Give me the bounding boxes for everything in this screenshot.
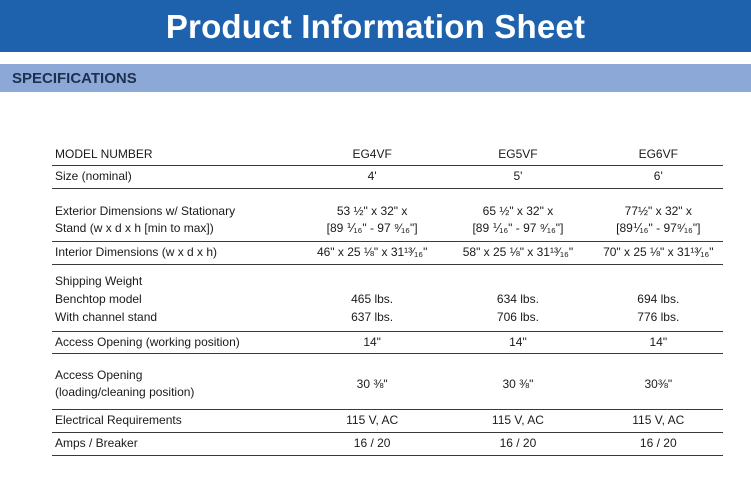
access-working-value: 14" (442, 331, 594, 354)
exterior-value-line1: 53 ½" x 32" x (336, 203, 408, 218)
model-eg5vf: EG5VF (442, 145, 594, 166)
amps-value: 16 / 20 (301, 432, 443, 456)
channel-value: 706 lbs. (442, 309, 594, 332)
access-loading-label-line2: (loading/cleaning position) (55, 385, 195, 399)
benchtop-value: 634 lbs. (496, 292, 539, 306)
electrical-value: 115 V, AC (593, 409, 723, 433)
exterior-value-line2: [89⅟₁₆" - 97⁹⁄₁₆"] (616, 220, 701, 235)
interior-label: Interior Dimensions (w x d x h) (52, 241, 302, 265)
interior-value: 58" x 25 ⅛" x 31¹³⁄₁₆" (442, 241, 594, 265)
specifications-table: MODEL NUMBER EG4VF EG5VF EG6VF Size (nom… (52, 145, 723, 456)
access-working-label: Access Opening (working position) (52, 331, 302, 354)
exterior-label-line2: Stand (w x d x h [min to max]) (55, 220, 214, 235)
channel-value: 776 lbs. (593, 309, 723, 332)
benchtop-value: 694 lbs. (637, 292, 680, 306)
amps-row: Amps / Breaker 16 / 20 16 / 20 16 / 20 (52, 432, 723, 456)
exterior-value-line1: 77½" x 32" x (624, 203, 692, 218)
page-title: Product Information Sheet (165, 8, 586, 45)
exterior-label: Exterior Dimensions w/ Stationary Stand … (52, 188, 302, 242)
size-value: 6' (593, 165, 723, 189)
exterior-row: Exterior Dimensions w/ Stationary Stand … (52, 188, 723, 242)
benchtop-value: 465 lbs. (351, 292, 394, 306)
model-row: MODEL NUMBER EG4VF EG5VF EG6VF (52, 145, 723, 166)
header-banner: Product Information Sheet (0, 0, 751, 52)
interior-value: 46" x 25 ⅛" x 31¹³⁄₁₆" (301, 241, 443, 265)
shipping-row: Shipping Weight (52, 264, 723, 290)
channel-row: With channel stand 637 lbs. 706 lbs. 776… (52, 309, 723, 332)
model-eg6vf: EG6VF (593, 145, 723, 166)
electrical-label: Electrical Requirements (52, 409, 302, 433)
model-number-label: MODEL NUMBER (52, 145, 302, 166)
interior-row: Interior Dimensions (w x d x h) 46" x 25… (52, 241, 723, 265)
access-working-value: 14" (301, 331, 443, 354)
access-loading-value: 30 ⅜" (301, 353, 443, 410)
channel-value: 637 lbs. (301, 309, 443, 332)
access-loading-label: Access Opening (loading/cleaning positio… (52, 353, 302, 410)
exterior-value: 65 ½" x 32" x [89 ⅟₁₆" - 97 ⁹⁄₁₆"] (442, 188, 594, 242)
section-header: SPECIFICATIONS (0, 64, 751, 92)
access-loading-row: Access Opening (loading/cleaning positio… (52, 353, 723, 410)
shipping-label: Shipping Weight (55, 273, 143, 288)
benchtop-row: Benchtop model 465 lbs. 634 lbs. 694 lbs… (52, 290, 723, 309)
exterior-value-line1: 65 ½" x 32" x (482, 203, 554, 218)
size-label: Size (nominal) (52, 165, 302, 189)
benchtop-label: Benchtop model (55, 292, 142, 306)
channel-label: With channel stand (52, 309, 302, 332)
exterior-value-line2: [89 ⅟₁₆" - 97 ⁹⁄₁₆"] (326, 220, 418, 235)
electrical-value: 115 V, AC (442, 409, 594, 433)
access-working-row: Access Opening (working position) 14" 14… (52, 331, 723, 354)
access-loading-label-line1: Access Opening (55, 368, 143, 382)
access-loading-value: 30 ⅜" (442, 353, 594, 410)
electrical-row: Electrical Requirements 115 V, AC 115 V,… (52, 409, 723, 433)
exterior-value: 77½" x 32" x [89⅟₁₆" - 97⁹⁄₁₆"] (593, 188, 723, 242)
exterior-value-line2: [89 ⅟₁₆" - 97 ⁹⁄₁₆"] (472, 220, 564, 235)
electrical-value: 115 V, AC (301, 409, 443, 433)
section-title: SPECIFICATIONS (12, 69, 137, 87)
access-working-value: 14" (593, 331, 723, 354)
amps-value: 16 / 20 (593, 432, 723, 456)
interior-value: 70" x 25 ⅛" x 31¹³⁄₁₆" (593, 241, 723, 265)
size-value: 4' (301, 165, 443, 189)
model-eg4vf: EG4VF (301, 145, 443, 166)
amps-value: 16 / 20 (442, 432, 594, 456)
size-value: 5' (442, 165, 594, 189)
exterior-value: 53 ½" x 32" x [89 ⅟₁₆" - 97 ⁹⁄₁₆"] (301, 188, 443, 242)
exterior-label-line1: Exterior Dimensions w/ Stationary (55, 203, 236, 218)
access-loading-value: 30⅜" (593, 353, 723, 410)
size-row: Size (nominal) 4' 5' 6' (52, 165, 723, 189)
amps-label: Amps / Breaker (52, 432, 302, 456)
